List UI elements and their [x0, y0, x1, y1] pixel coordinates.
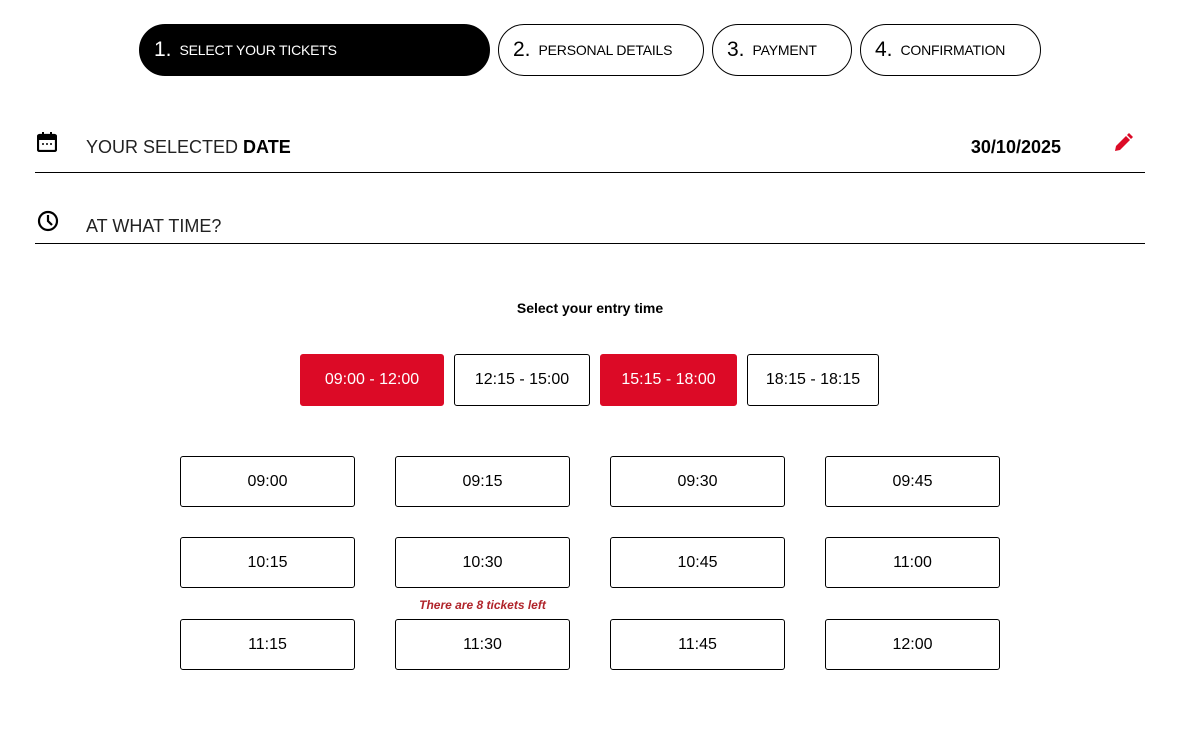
step-label: PAYMENT [752, 42, 817, 58]
tickets-left-note: There are 8 tickets left [419, 598, 546, 612]
range-0900-1200[interactable]: 09:00 - 12:00 [300, 354, 444, 406]
step-number: 3. [727, 38, 745, 61]
step-number: 1. [154, 38, 172, 61]
date-label-bold: DATE [243, 137, 291, 157]
time-slot-0900[interactable]: 09:00 [180, 456, 355, 507]
time-slot-1100[interactable]: 11:00 [825, 537, 1000, 588]
step-label: SELECT YOUR TICKETS [179, 42, 337, 58]
time-slot-1200[interactable]: 12:00 [825, 619, 1000, 670]
time-label: AT WHAT TIME? [86, 216, 222, 236]
date-label: YOUR SELECTED DATE [86, 137, 291, 158]
entry-time-title: Select your entry time [516, 300, 664, 316]
time-slot-1045[interactable]: 10:45 [610, 537, 785, 588]
step-2[interactable]: 2. PERSONAL DETAILS [498, 24, 704, 76]
time-slot-1030[interactable]: 10:30 [395, 537, 570, 588]
range-1815-1815[interactable]: 18:15 - 18:15 [747, 354, 879, 406]
step-number: 4. [875, 38, 893, 61]
date-label-prefix: YOUR SELECTED [86, 137, 244, 157]
step-number: 2. [513, 38, 531, 61]
range-1515-1800[interactable]: 15:15 - 18:00 [600, 354, 737, 406]
time-row: AT WHAT TIME? [35, 200, 1145, 244]
step-label: PERSONAL DETAILS [538, 42, 673, 58]
time-slot-0930[interactable]: 09:30 [610, 456, 785, 507]
range-1215-1500[interactable]: 12:15 - 15:00 [454, 354, 590, 406]
time-slot-1130[interactable]: 11:30 [395, 619, 570, 670]
selected-date-value: 30/10/2025 [970, 137, 1061, 157]
time-slot-1115[interactable]: 11:15 [180, 619, 355, 670]
selected-date-row: YOUR SELECTED DATE 30/10/2025 [35, 120, 1145, 173]
time-slot-0915[interactable]: 09:15 [395, 456, 570, 507]
step-3[interactable]: 3. PAYMENT [712, 24, 852, 76]
time-slot-1015[interactable]: 10:15 [180, 537, 355, 588]
pencil-icon[interactable] [1113, 133, 1133, 158]
step-4[interactable]: 4. CONFIRMATION [860, 24, 1041, 76]
calendar-icon [36, 132, 58, 157]
time-slot-0945[interactable]: 09:45 [825, 456, 1000, 507]
step-1[interactable]: 1. SELECT YOUR TICKETS [139, 24, 490, 76]
clock-icon [37, 210, 59, 237]
time-slot-1145[interactable]: 11:45 [610, 619, 785, 670]
step-label: CONFIRMATION [900, 42, 1006, 58]
